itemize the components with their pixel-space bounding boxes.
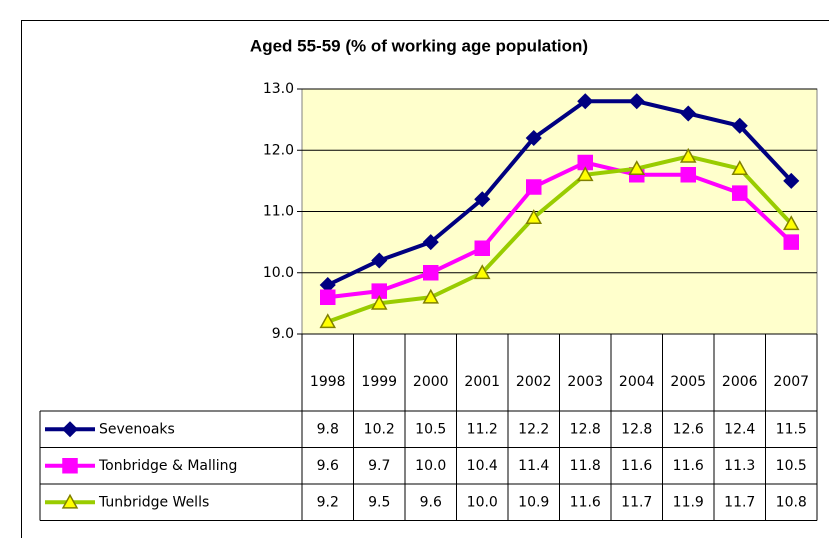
marker	[525, 129, 542, 147]
legend-label: Tunbridge Wells	[98, 494, 209, 510]
marker	[474, 240, 490, 256]
marker	[61, 493, 79, 509]
marker	[679, 147, 697, 163]
marker	[628, 93, 645, 110]
marker	[320, 289, 336, 305]
marker	[731, 117, 748, 134]
table-value: 12.8	[570, 421, 601, 437]
table-value: 11.9	[673, 494, 704, 510]
chart-title: Aged 55-59 (% of working age population)	[250, 36, 588, 55]
marker	[628, 160, 646, 175]
x-tick-label: 2003	[567, 374, 603, 390]
table-value: 10.9	[518, 494, 549, 510]
table-value: 11.6	[621, 458, 652, 474]
table-value: 10.8	[776, 494, 807, 510]
x-tick-label: 2001	[464, 374, 500, 390]
table-value: 9.7	[368, 458, 390, 474]
table-value: 11.7	[724, 494, 755, 510]
marker	[782, 215, 800, 231]
marker	[576, 166, 594, 182]
table-value: 9.8	[317, 421, 339, 437]
marker	[680, 105, 697, 122]
x-tick-label: 2000	[413, 374, 449, 390]
table-value: 9.6	[317, 458, 339, 474]
y-tick-label: 12.0	[263, 142, 294, 158]
table-value: 12.8	[621, 421, 652, 437]
y-tick-label: 13.0	[263, 81, 294, 97]
x-tick-label: 2006	[722, 374, 758, 390]
table-value: 10.0	[467, 494, 498, 510]
marker	[370, 294, 388, 310]
marker	[61, 421, 79, 438]
y-tick-label: 11.0	[263, 204, 294, 220]
legend-label: Sevenoaks	[99, 421, 175, 437]
y-tick-label: 10.0	[263, 265, 294, 281]
x-tick-label: 1998	[310, 374, 346, 390]
marker	[731, 160, 749, 175]
series-line	[326, 99, 793, 287]
marker	[422, 234, 439, 251]
marker	[526, 179, 542, 195]
table-value: 11.7	[621, 494, 652, 510]
y-tick-label: 9.0	[272, 326, 294, 342]
series-line	[327, 160, 793, 300]
table-value: 10.4	[467, 458, 498, 474]
table-value: 12.2	[518, 421, 549, 437]
table-value: 11.8	[570, 458, 601, 474]
marker	[423, 265, 439, 281]
legend-label: Tonbridge & Malling	[98, 458, 237, 474]
marker	[732, 185, 748, 201]
marker	[473, 264, 491, 280]
marker	[422, 288, 440, 304]
marker	[319, 313, 337, 329]
table-value: 9.5	[368, 494, 390, 510]
marker	[525, 209, 543, 224]
table-value: 11.6	[673, 458, 704, 474]
x-tick-label: 2002	[516, 374, 552, 390]
marker	[577, 93, 594, 110]
table-value: 11.3	[724, 458, 755, 474]
marker	[783, 172, 800, 189]
table-value: 10.2	[364, 421, 395, 437]
marker	[474, 191, 491, 208]
x-tick-label: 2007	[773, 374, 809, 390]
table-value: 10.5	[415, 421, 446, 437]
x-tick-label: 1999	[361, 374, 397, 390]
table-value: 10.0	[415, 458, 446, 474]
table-value: 9.6	[420, 494, 442, 510]
table-value: 10.5	[776, 458, 807, 474]
table-value: 9.2	[317, 494, 339, 510]
marker	[783, 234, 799, 250]
marker	[371, 252, 388, 269]
marker	[680, 167, 696, 183]
table-value: 11.6	[570, 494, 601, 510]
marker	[62, 458, 78, 474]
table-value: 11.2	[467, 421, 498, 437]
x-tick-label: 2004	[619, 374, 655, 390]
table-value: 11.4	[518, 458, 549, 474]
table-value: 12.4	[724, 421, 755, 437]
table-value: 12.6	[673, 421, 704, 437]
x-tick-label: 2005	[670, 374, 706, 390]
table-value: 11.5	[776, 421, 807, 437]
series-line	[327, 154, 793, 324]
